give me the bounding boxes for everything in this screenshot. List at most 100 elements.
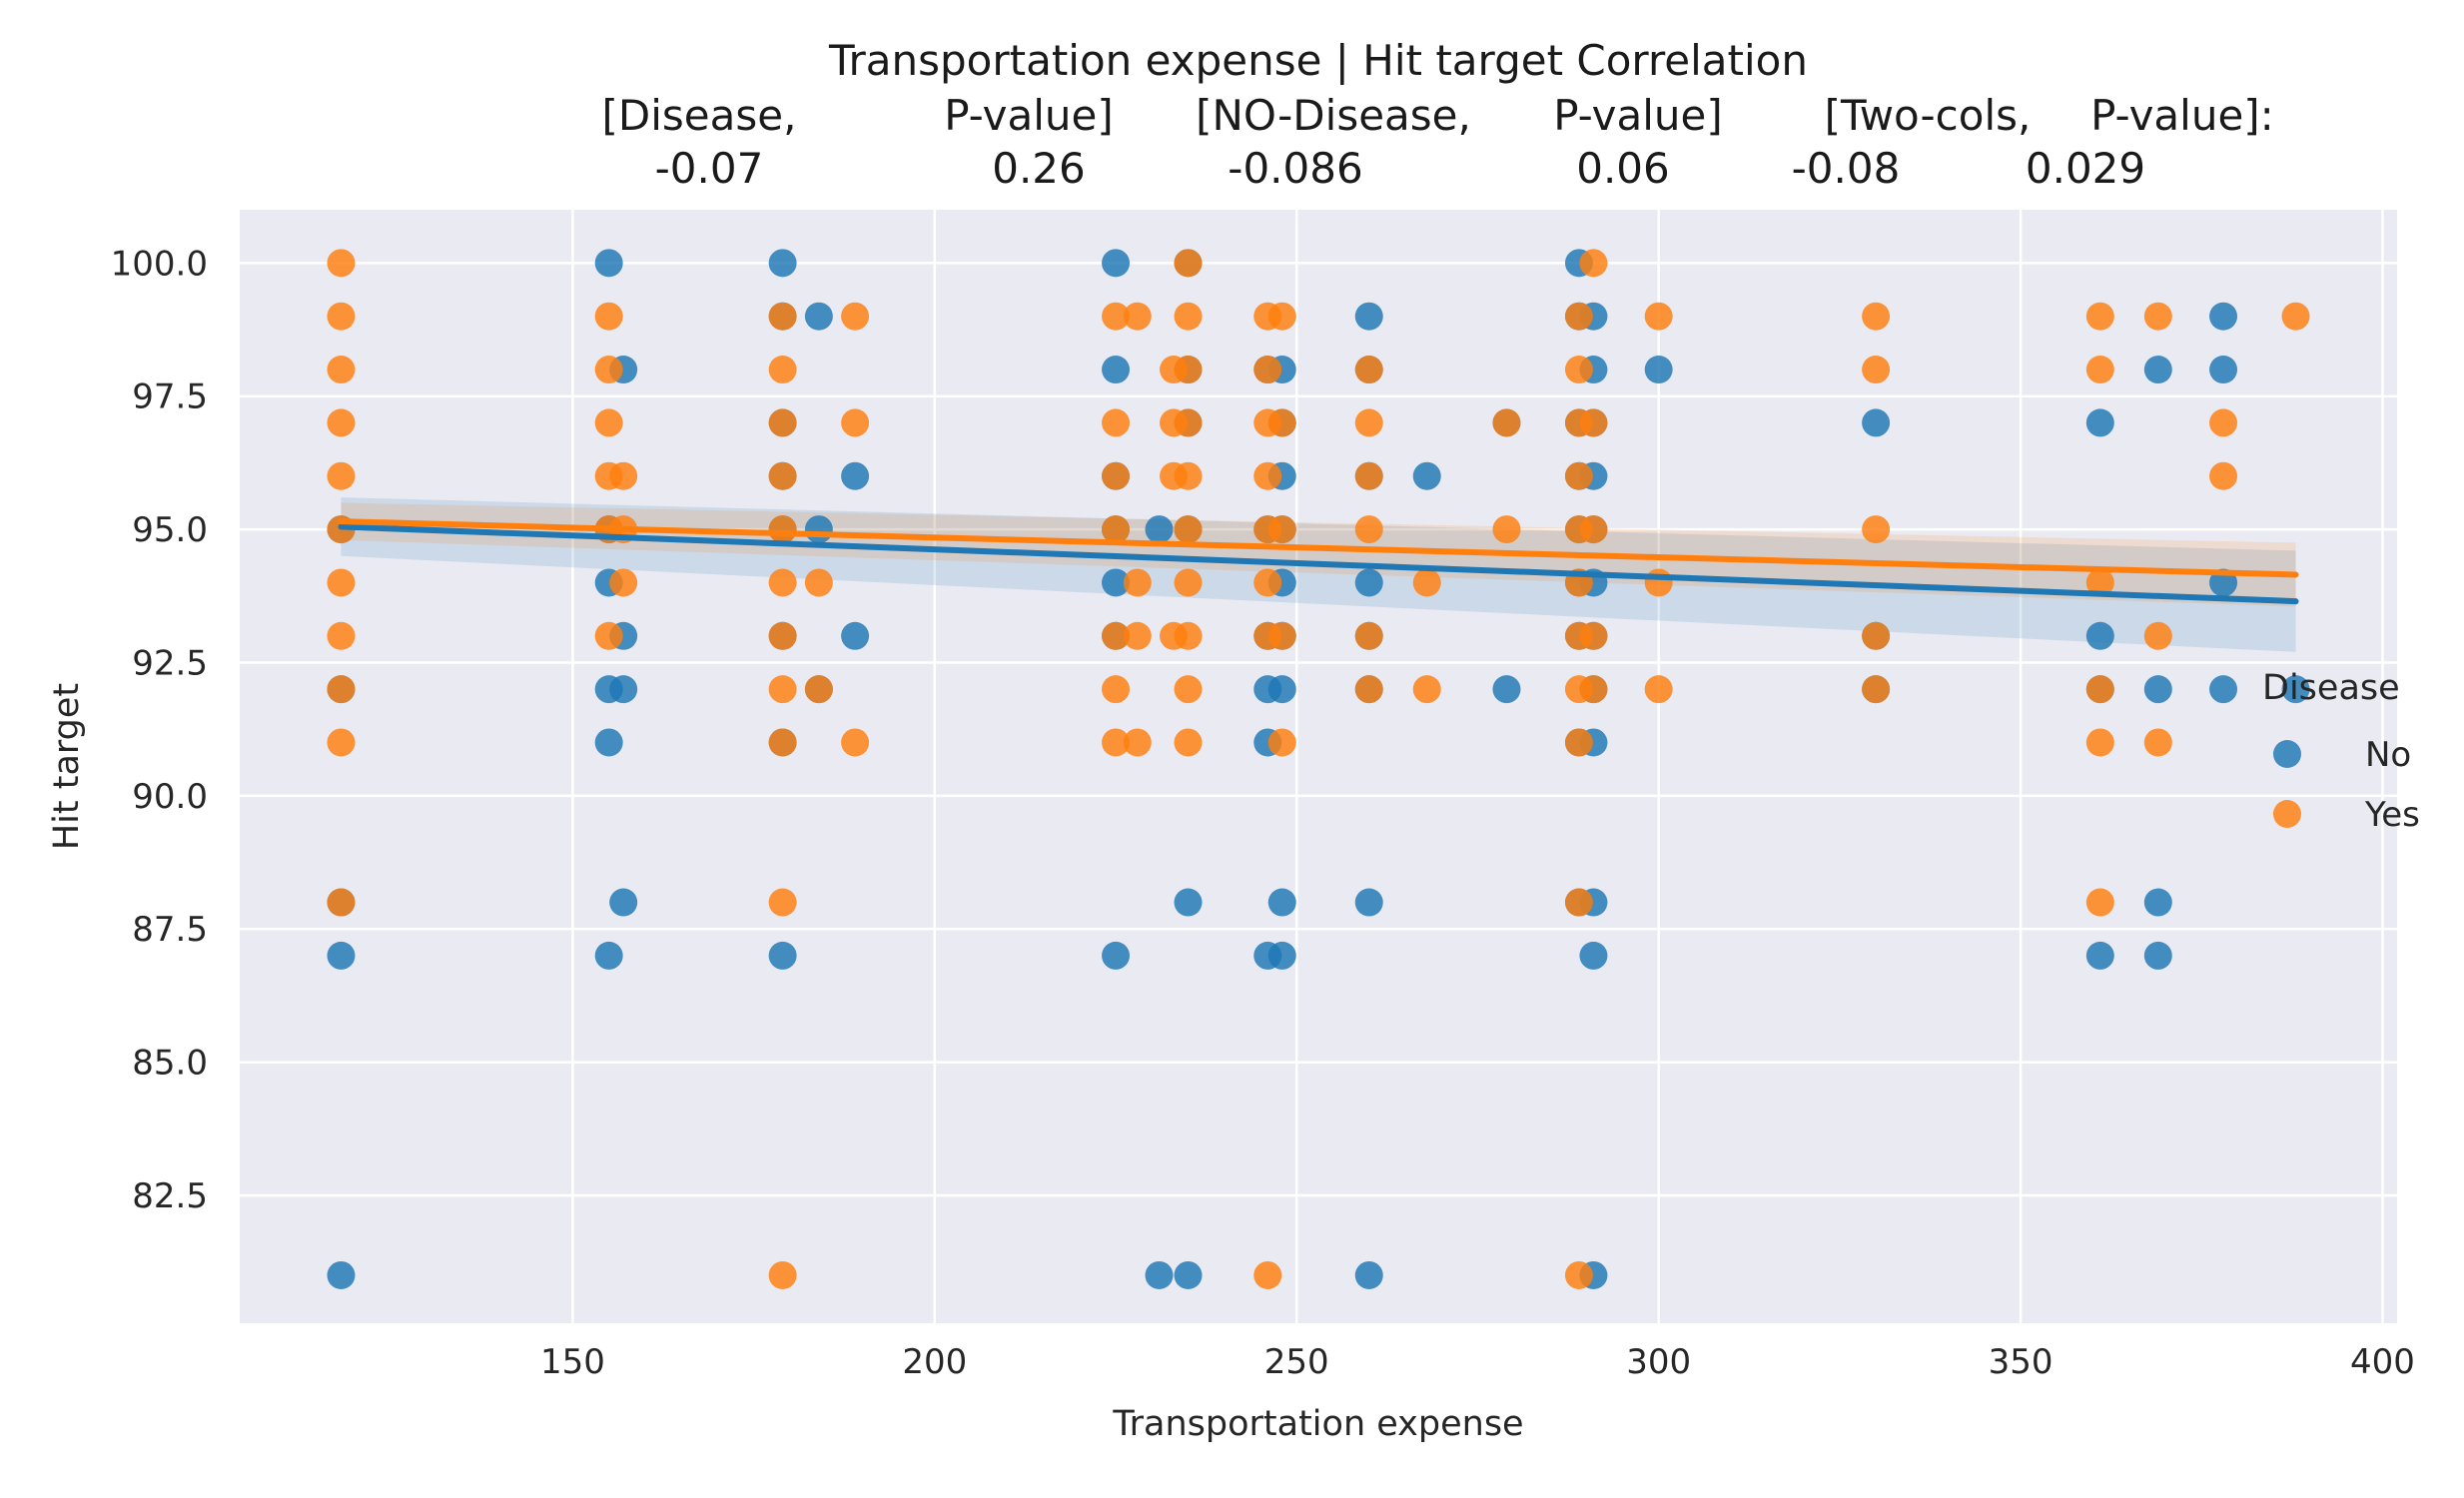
point-yes bbox=[1862, 302, 1891, 331]
chart-title: Transportation expense | Hit target Corr… bbox=[602, 36, 2274, 193]
point-yes bbox=[1564, 356, 1593, 384]
point-yes bbox=[327, 621, 356, 650]
regression-lines bbox=[338, 518, 2299, 605]
point-yes bbox=[768, 461, 797, 490]
point-yes bbox=[841, 728, 870, 757]
point-yes bbox=[594, 356, 623, 384]
point-no bbox=[609, 675, 638, 704]
point-no bbox=[1354, 568, 1383, 597]
point-yes bbox=[1644, 675, 1673, 704]
x-tick-label: 250 bbox=[1264, 1342, 1329, 1382]
point-yes bbox=[1102, 461, 1131, 490]
y-tick-labels: 82.5 85.0 87.5 90.0 92.5 95.0 97.5 100.0 bbox=[111, 244, 208, 1216]
point-yes bbox=[768, 408, 797, 437]
data-points bbox=[327, 249, 2310, 1289]
point-no bbox=[1174, 1260, 1203, 1289]
point-yes bbox=[768, 728, 797, 757]
point-yes bbox=[594, 621, 623, 650]
point-no bbox=[609, 888, 638, 917]
title-cell: -0.07 bbox=[655, 144, 764, 193]
point-yes bbox=[327, 675, 356, 704]
point-yes bbox=[327, 302, 356, 331]
point-yes bbox=[2085, 675, 2114, 704]
point-yes bbox=[594, 302, 623, 331]
point-no bbox=[2143, 888, 2172, 917]
point-no bbox=[1644, 356, 1673, 384]
point-no bbox=[1579, 941, 1608, 970]
plot-area bbox=[240, 210, 2397, 1323]
point-no bbox=[2143, 675, 2172, 704]
point-no bbox=[804, 302, 833, 331]
point-yes bbox=[2209, 461, 2238, 490]
point-no bbox=[2143, 356, 2172, 384]
point-yes bbox=[1644, 302, 1673, 331]
point-yes bbox=[1564, 888, 1593, 917]
x-tick-labels: 150 200 250 300 350 400 bbox=[540, 1342, 2415, 1382]
title-cell: -0.086 bbox=[1228, 144, 1362, 193]
point-yes bbox=[1267, 408, 1296, 437]
point-yes bbox=[1354, 356, 1383, 384]
point-yes bbox=[1174, 568, 1203, 597]
title-cell: [Two-cols, bbox=[1825, 91, 2032, 140]
point-yes bbox=[2209, 408, 2238, 437]
point-yes bbox=[1579, 515, 1608, 544]
point-no bbox=[804, 515, 833, 544]
point-no bbox=[1174, 888, 1203, 917]
point-yes bbox=[1862, 621, 1891, 650]
point-no bbox=[1354, 888, 1383, 917]
point-yes bbox=[1267, 515, 1296, 544]
y-tick-label: 95.0 bbox=[132, 510, 208, 550]
point-yes bbox=[768, 888, 797, 917]
point-yes bbox=[1267, 728, 1296, 757]
point-no bbox=[1102, 356, 1131, 384]
point-yes bbox=[2085, 356, 2114, 384]
point-yes bbox=[1123, 621, 1152, 650]
y-tick-label: 97.5 bbox=[132, 377, 208, 417]
point-yes bbox=[1123, 568, 1152, 597]
point-no bbox=[327, 1260, 356, 1289]
point-yes bbox=[2143, 302, 2172, 331]
point-yes bbox=[1354, 515, 1383, 544]
point-no bbox=[1862, 408, 1891, 437]
point-no bbox=[2209, 356, 2238, 384]
point-no bbox=[2143, 941, 2172, 970]
point-no bbox=[768, 249, 797, 278]
title-cell: 0.06 bbox=[1576, 144, 1670, 193]
point-yes bbox=[1564, 461, 1593, 490]
point-yes bbox=[768, 515, 797, 544]
point-yes bbox=[1174, 461, 1203, 490]
title-cell: Transportation expense | Hit target Corr… bbox=[828, 36, 1808, 85]
title-cell: P-value]: bbox=[2090, 91, 2274, 140]
point-yes bbox=[768, 675, 797, 704]
point-yes bbox=[841, 302, 870, 331]
point-yes bbox=[1174, 356, 1203, 384]
point-yes bbox=[1174, 249, 1203, 278]
point-yes bbox=[1102, 515, 1131, 544]
title-cell: 0.029 bbox=[2026, 144, 2145, 193]
point-yes bbox=[327, 888, 356, 917]
point-yes bbox=[804, 568, 833, 597]
point-yes bbox=[327, 356, 356, 384]
point-yes bbox=[327, 461, 356, 490]
point-yes bbox=[1174, 675, 1203, 704]
point-no bbox=[594, 249, 623, 278]
point-yes bbox=[1174, 302, 1203, 331]
point-no bbox=[2281, 675, 2310, 704]
point-no bbox=[594, 728, 623, 757]
regression-line-no bbox=[338, 523, 2299, 605]
title-cell: P-value] bbox=[944, 91, 1114, 140]
point-yes bbox=[768, 621, 797, 650]
point-yes bbox=[1102, 302, 1131, 331]
point-no bbox=[1267, 941, 1296, 970]
point-no bbox=[1354, 302, 1383, 331]
point-yes bbox=[1354, 675, 1383, 704]
point-yes bbox=[1579, 675, 1608, 704]
y-tick-label: 90.0 bbox=[132, 777, 208, 817]
point-yes bbox=[1354, 461, 1383, 490]
point-yes bbox=[1354, 408, 1383, 437]
point-yes bbox=[1354, 621, 1383, 650]
point-yes bbox=[609, 568, 638, 597]
point-yes bbox=[1579, 249, 1608, 278]
point-yes bbox=[1253, 356, 1282, 384]
point-yes bbox=[594, 408, 623, 437]
